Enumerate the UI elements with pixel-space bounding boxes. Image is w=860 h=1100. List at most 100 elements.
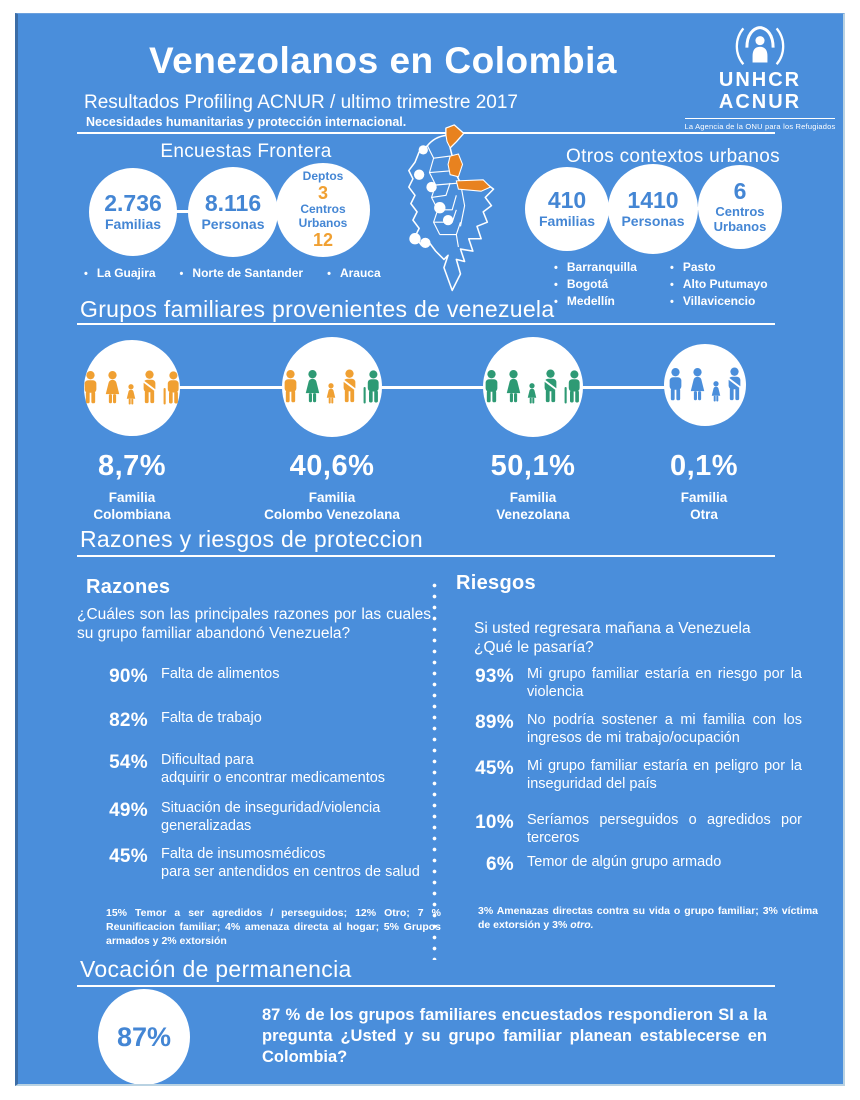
vocacion-percentage: 87% (116, 1021, 172, 1052)
stat-label: Familia Otra (680, 490, 728, 522)
list-item: • Bogotá (554, 277, 637, 292)
stat-label: Familia Venezolana (496, 490, 570, 522)
stat-label: Familia Colombiana (93, 490, 171, 522)
vocacion-divider (77, 985, 775, 987)
list-item: • Villavicencio (670, 294, 768, 309)
urbanos-centros-circle: 6 Centros Urbanos (698, 165, 782, 249)
item-percentage: 93% (475, 666, 514, 687)
item-percentage: 45% (109, 846, 148, 867)
centros-urbanos-value: 12 (312, 229, 334, 250)
logo-text-acnur: ACNUR (718, 90, 802, 113)
item-percentage: 45% (475, 758, 514, 779)
riesgos-title: Riesgos (456, 572, 536, 594)
familia-colombo-venezolana-circle (282, 337, 382, 437)
frontera-bullets: • La Guajira • Norte de Santander • Arauca (84, 266, 434, 280)
urbanos-personas-label: Personas (621, 213, 685, 230)
page-subtitle: Resultados Profiling ACNUR / ultimo trim… (84, 92, 519, 113)
stat-percentage: 0,1% (669, 450, 739, 482)
family-pictogram (482, 368, 584, 407)
item-text: No podría sostener a mi familia con los … (527, 712, 802, 746)
grupos-divider (77, 323, 775, 325)
item-text: Dificultad para adquirir o encontrar med… (161, 752, 386, 786)
razones-footnote: 15% Temor a ser agredidos / perseguidos;… (106, 907, 441, 947)
familia-otra-circle (664, 344, 746, 426)
colombia-map (408, 124, 495, 292)
item-text: Situación de inseguridad/violencia gener… (161, 800, 381, 834)
logo-divider (685, 118, 835, 120)
header-divider (77, 132, 775, 134)
list-item: • Pasto (670, 260, 768, 275)
razon-item: 49% Situación de inseguridad/violencia g… (96, 800, 448, 835)
list-item: • La Guajira (84, 266, 156, 280)
bullet-label: Bogotá (566, 277, 609, 292)
bullet-label: Norte de Santander (192, 266, 304, 280)
item-percentage: 82% (109, 710, 148, 731)
list-item: • Alto Putumayo (670, 277, 768, 292)
family-pictogram (281, 368, 383, 407)
razon-item: 82% Falta de trabajo (96, 710, 448, 732)
frontera-personas-circle: 8.116 Personas (188, 167, 278, 257)
page-tagline: Necesidades humanitarias y protección in… (86, 115, 407, 129)
bullet-icon: • (670, 296, 674, 309)
grupos-heading: Grupos familiares provenientes de venezu… (80, 296, 555, 322)
riesgos-footnote: 3% Amenazas directas contra su vida o gr… (478, 905, 818, 933)
logo-text-unhcr: UNHCR (718, 69, 802, 91)
item-text: Falta de alimentos (161, 666, 280, 682)
vocacion-text: 87 % de los grupos familiares encuestado… (262, 1006, 767, 1067)
family-pictogram (81, 369, 183, 408)
riesgos-question: Si usted regresara mañana a Venezuela ¿Q… (474, 620, 751, 656)
razon-item: 54% Dificultad para adquirir o encontrar… (96, 752, 448, 787)
deptos-label: Deptos (302, 169, 344, 184)
familia-otra-stat: 0,1% Familia Otra (614, 450, 794, 524)
page-title: Venezolanos en Colombia (149, 40, 617, 81)
razones-question: ¿Cuáles son las principales razones por … (77, 606, 431, 642)
urbanos-centros-label: Centros Urbanos (713, 203, 767, 234)
bullet-icon: • (179, 268, 184, 280)
list-item: • Norte de Santander (180, 266, 304, 280)
urbanos-personas-value: 1410 (627, 187, 679, 214)
stat-percentage: 40,6% (289, 450, 375, 482)
item-percentage: 54% (109, 752, 148, 773)
logo-tagline: La Agencia de la ONU para los Refugiados (684, 122, 836, 132)
item-text: Falta de trabajo (161, 710, 262, 726)
bullet-label: Medellín (566, 294, 615, 309)
riesgo-item: 89% No podría sostener a mi familia con … (466, 712, 802, 747)
frontera-title: Encuestas Frontera (160, 141, 332, 162)
bullet-label: Villavicencio (682, 294, 756, 309)
bullet-label: Arauca (339, 266, 381, 280)
bullet-icon: • (670, 262, 674, 274)
item-text: Seríamos perseguidos o agredidos por ter… (527, 812, 802, 846)
frontera-personas-label: Personas (201, 216, 265, 233)
frontera-familias-label: Familias (104, 216, 162, 233)
grupos-connector (132, 386, 706, 389)
item-percentage: 6% (485, 854, 514, 875)
stat-percentage: 8,7% (97, 450, 167, 482)
frontera-familias-circle: 2.736 Familias (89, 168, 177, 256)
proteccion-heading: Razones y riesgos de proteccion (80, 526, 423, 552)
razon-item: 90% Falta de alimentos (96, 666, 448, 688)
vocacion-percentage-circle: 87% (98, 989, 190, 1084)
familia-colombiana-stat: 8,7% Familia Colombiana (42, 450, 222, 524)
urbanos-familias-circle: 410 Familias (525, 167, 609, 251)
razones-title: Razones (86, 576, 171, 598)
bullet-icon: • (670, 279, 674, 292)
riesgo-item: 10% Seríamos perseguidos o agredidos por… (466, 812, 802, 847)
familia-venezolana-stat: 50,1% Familia Venezolana (433, 450, 633, 524)
centros-urbanos-label: Centros Urbanos (298, 202, 348, 230)
item-text: Mi grupo familiar estaría en peligro por… (527, 758, 802, 792)
item-percentage: 89% (475, 712, 514, 733)
bullet-label: La Guajira (96, 266, 156, 280)
urbanos-bullets-col2: • Pasto • Alto Putumayo • Villavicencio (670, 260, 768, 310)
familia-colombo-venezolana-stat: 40,6% Familia Colombo Venezolana (232, 450, 432, 524)
item-text: Temor de algún grupo armado (527, 854, 722, 870)
list-item: • Medellín (554, 294, 637, 309)
bullet-label: Barranquilla (566, 260, 637, 274)
urbanos-bullets-col1: • Barranquilla • Bogotá • Medellín (554, 260, 637, 310)
list-item: • Barranquilla (554, 260, 637, 275)
bullet-icon: • (554, 262, 558, 274)
bullet-icon: • (84, 268, 88, 280)
bullet-label: Pasto (682, 260, 716, 274)
column-dotted-divider (432, 580, 437, 960)
bullet-label: Alto Putumayo (682, 277, 768, 292)
deptos-value: 3 (317, 183, 328, 204)
